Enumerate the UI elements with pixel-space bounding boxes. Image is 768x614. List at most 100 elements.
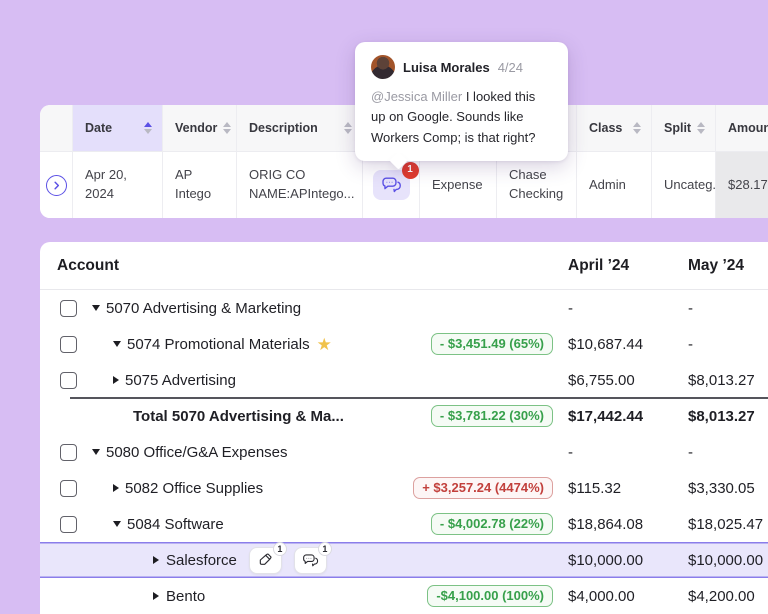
expand-caret-icon[interactable] (153, 556, 159, 564)
transaction-comments-cell: 1 (363, 152, 420, 218)
transaction-amount-cell: $28.17 (716, 152, 768, 218)
sort-icon[interactable] (697, 121, 706, 135)
chat-bubble-icon (302, 553, 318, 566)
may-value: - (688, 443, 693, 461)
comment-count-badge: 1 (401, 162, 419, 179)
comment-text: I looked this up on Google. Sounds like … (371, 89, 536, 145)
vendor-label: Bento (166, 587, 206, 605)
column-header-date-label: Date (85, 120, 113, 135)
april-value: - (568, 443, 573, 461)
account-row-5074[interactable]: 5074 Promotional Materials ★ - $3,451.49… (40, 326, 768, 362)
sort-icon[interactable] (223, 121, 232, 135)
april-value: $4,000.00 (568, 587, 635, 605)
chat-bubble-icon (381, 177, 401, 193)
row-checkbox[interactable] (60, 371, 77, 389)
may-value: $8,013.27 (688, 371, 755, 389)
account-row-5084[interactable]: 5084 Software - $4,002.78 (22%) $18,864.… (40, 506, 768, 542)
may-column-header: May ’24 (688, 256, 745, 274)
column-header-amount[interactable]: Amount (716, 105, 768, 151)
account-label: 5082 Office Supplies (125, 479, 264, 497)
collapse-caret-icon[interactable] (92, 449, 100, 455)
column-header-class-label: Class (589, 120, 623, 135)
account-row-5070[interactable]: 5070 Advertising & Marketing - - (40, 290, 768, 326)
comment-date: 4/24 (497, 59, 524, 75)
account-column-header: Account (57, 256, 119, 274)
column-header-vendor[interactable]: Vendor (163, 105, 237, 151)
account-label: 5074 Promotional Materials (127, 335, 310, 353)
column-header-split[interactable]: Split (652, 105, 716, 151)
transaction-bank-account-cell: Chase Checking (497, 152, 577, 218)
may-value: $18,025.47 (688, 515, 764, 533)
april-value: $18,864.08 (568, 515, 644, 533)
accounts-header-row: Account April ’24 May ’24 (40, 242, 768, 290)
vendor-row-salesforce[interactable]: Salesforce 1 1 $10,000.00 (40, 541, 768, 578)
star-icon[interactable]: ★ (316, 334, 332, 354)
transaction-description-cell: ORIG CO NAME:APIntego... (237, 152, 363, 218)
comment-body: @Jessica Miller I looked this up on Goog… (371, 87, 552, 148)
vendor-row-bento[interactable]: Bento -$4,100.00 (100%) $4,000.00 $4,200… (40, 578, 768, 614)
collapse-caret-icon[interactable] (113, 521, 121, 527)
account-row-5075[interactable]: 5075 Advertising $6,755.00 $8,013.27 (40, 362, 768, 398)
expander-column-header (40, 105, 73, 151)
column-header-description-label: Description (249, 120, 318, 135)
avatar (371, 55, 395, 79)
expand-row-button[interactable] (45, 174, 67, 196)
column-header-amount-label: Amount (728, 120, 768, 135)
account-label: 5084 Software (127, 515, 224, 533)
annotation-pen-button[interactable]: 1 (248, 541, 287, 574)
april-value: $17,442.44 (568, 407, 644, 425)
column-header-description[interactable]: Description (237, 105, 363, 151)
variance-badge[interactable]: - $3,781.22 (30%) (430, 404, 553, 428)
column-header-date[interactable]: Date (73, 105, 163, 151)
comment-author: Luisa Morales (403, 59, 490, 75)
expand-caret-icon[interactable] (113, 376, 119, 384)
may-value: $4,200.00 (688, 587, 755, 605)
account-label: 5080 Office/G&A Expenses (106, 443, 288, 461)
transaction-class-cell: Admin (577, 152, 652, 218)
popup-header: Luisa Morales 4/24 (371, 55, 552, 79)
total-row-5070: Total 5070 Advertising & Ma... - $3,781.… (40, 397, 768, 434)
row-expander-cell (40, 152, 73, 218)
april-value: $115.32 (568, 479, 622, 497)
row-checkbox[interactable] (60, 443, 77, 461)
comment-bubble-button[interactable]: 1 (372, 162, 419, 200)
row-checkbox[interactable] (60, 335, 77, 353)
variance-badge[interactable]: -$4,100.00 (100%) (427, 584, 553, 608)
sort-icon[interactable] (344, 121, 352, 135)
account-row-5080[interactable]: 5080 Office/G&A Expenses - - (40, 434, 768, 470)
april-value: $10,000.00 (568, 551, 644, 569)
may-value: - (688, 335, 693, 353)
transaction-split-cell: Uncateg... (652, 152, 716, 218)
variance-badge[interactable]: + $3,257.24 (4474%) (413, 476, 553, 500)
pen-count-badge: 1 (272, 541, 287, 556)
collapse-caret-icon[interactable] (92, 305, 100, 311)
april-value: $10,687.44 (568, 335, 644, 353)
may-value: $10,000.00 (688, 551, 764, 569)
collapse-caret-icon[interactable] (113, 341, 121, 347)
sort-icon[interactable] (144, 121, 152, 135)
row-checkbox[interactable] (60, 479, 77, 497)
expand-caret-icon[interactable] (113, 484, 119, 492)
may-value: - (688, 299, 693, 317)
comment-popup: Luisa Morales 4/24 @Jessica Miller I loo… (355, 42, 568, 170)
account-label: 5075 Advertising (125, 371, 236, 389)
variance-badge[interactable]: - $3,451.49 (65%) (430, 332, 553, 356)
chevron-right-icon (53, 181, 59, 189)
comment-count-badge: 1 (317, 541, 332, 556)
transaction-date-cell: Apr 20, 2024 (73, 152, 163, 218)
mention-link[interactable]: @Jessica Miller (371, 89, 463, 104)
account-row-5082[interactable]: 5082 Office Supplies + $3,257.24 (4474%)… (40, 470, 768, 506)
column-header-class[interactable]: Class (577, 105, 652, 151)
vendor-label: Salesforce (166, 551, 237, 569)
expand-caret-icon[interactable] (153, 592, 159, 600)
variance-badge[interactable]: - $4,002.78 (22%) (430, 512, 553, 536)
annotation-comment-button[interactable]: 1 (293, 541, 332, 574)
row-checkbox[interactable] (60, 515, 77, 533)
transaction-vendor-cell: AP Intego (163, 152, 237, 218)
total-label: Total 5070 Advertising & Ma... (133, 407, 344, 425)
sort-icon[interactable] (633, 121, 641, 135)
may-value: $8,013.27 (688, 407, 755, 425)
april-value: $6,755.00 (568, 371, 635, 389)
row-checkbox[interactable] (60, 299, 77, 317)
